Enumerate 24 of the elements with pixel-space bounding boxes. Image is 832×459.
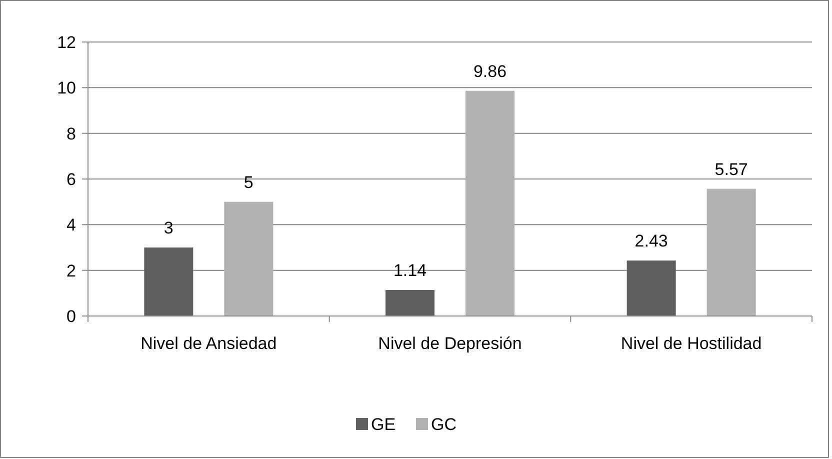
y-tick-label: 2 [66, 261, 76, 280]
x-tick-label: Nivel de Depresión [378, 334, 522, 353]
legend-label: GC [431, 414, 456, 434]
bar [386, 290, 434, 316]
y-tick-label: 10 [57, 78, 76, 98]
bar [626, 260, 676, 316]
y-tick-label: 12 [57, 32, 76, 52]
bar [224, 202, 274, 316]
bar [466, 90, 514, 316]
y-tick-label: 8 [66, 124, 76, 144]
y-tick-label: 4 [66, 216, 76, 235]
data-label: 5.57 [714, 160, 748, 179]
data-label: 5 [244, 172, 254, 192]
data-label: 9.86 [473, 62, 507, 81]
data-label: 3 [164, 218, 174, 238]
x-tick-label: Nivel de Hostilidad [620, 334, 762, 353]
x-tick-label: Nivel de Ansiedad [140, 334, 277, 353]
y-tick-label: 6 [66, 170, 76, 189]
data-label: 2.43 [634, 232, 668, 251]
data-label: 1.14 [393, 260, 427, 280]
bar [144, 248, 194, 316]
y-tick-label: 0 [66, 306, 76, 326]
bar [706, 188, 756, 316]
legend-label: GE [371, 414, 396, 434]
